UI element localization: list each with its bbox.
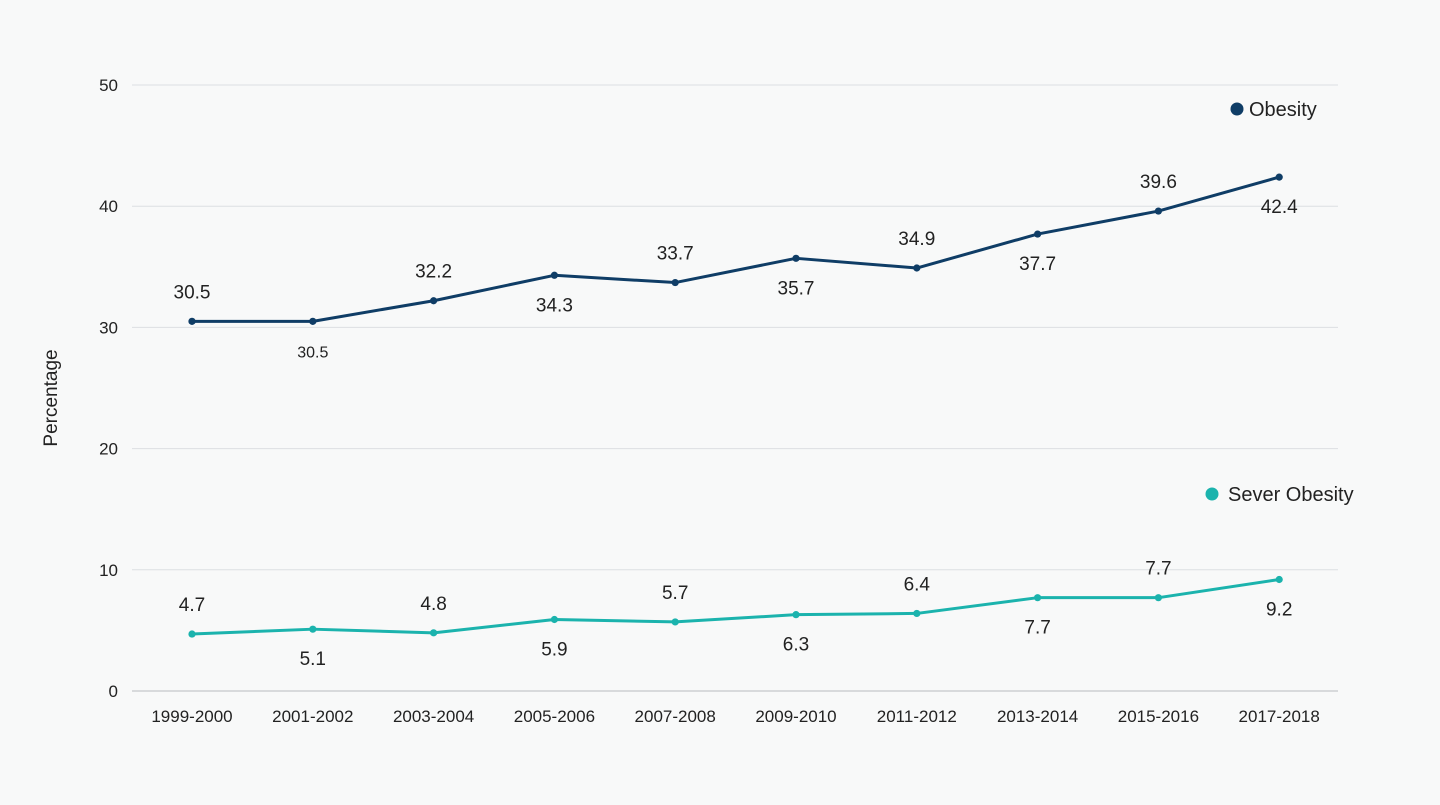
y-tick-label: 0 [109, 682, 118, 701]
y-tick-label: 50 [99, 76, 118, 95]
data-label: 32.2 [415, 262, 452, 283]
series-sever-obesity: 4.7 5.1 4.8 5.9 5.7 6.3 6.4 7.7 7.7 9.2 [179, 559, 1293, 671]
x-tick-label: 2003-2004 [393, 707, 474, 726]
data-label: 30.5 [297, 344, 328, 361]
x-tick-label: 2015-2016 [1118, 707, 1199, 726]
data-point [430, 629, 438, 637]
legend-marker [1230, 102, 1244, 116]
data-point [188, 317, 196, 325]
x-tick-label: 2001-2002 [272, 707, 353, 726]
data-point [309, 317, 317, 325]
legend-item: Sever Obesity [1205, 484, 1354, 506]
data-label: 7.7 [1145, 559, 1171, 580]
data-point [1154, 594, 1162, 602]
x-tick-label: 2005-2006 [514, 707, 595, 726]
data-label: 6.3 [783, 635, 809, 656]
data-label: 9.2 [1266, 599, 1292, 620]
series-line [190, 175, 1281, 323]
y-tick-label: 20 [99, 440, 118, 459]
data-label: 34.9 [898, 229, 935, 250]
data-point [792, 254, 800, 262]
data-label: 30.5 [174, 282, 211, 303]
data-point [792, 611, 800, 619]
series-layer: 30.5 30.5 32.2 34.3 33.7 35.7 34.9 37.7 39.6 42.4… [174, 172, 1299, 670]
x-axis-ticks: 1999-2000 2001-2002 2003-2004 2005-2006 2007… [151, 707, 1320, 726]
data-point [1275, 575, 1283, 584]
x-tick-label: 2007-2008 [635, 707, 716, 726]
data-label: 37.7 [1019, 254, 1056, 275]
data-point [550, 615, 559, 624]
data-point [430, 297, 438, 305]
legend: Obesity Sever Obesity [1205, 99, 1354, 506]
y-tick-label: 10 [99, 561, 118, 580]
data-point [309, 625, 317, 633]
legend-marker [1205, 487, 1219, 501]
data-point [550, 271, 559, 279]
data-label: 7.7 [1024, 618, 1050, 639]
data-label: 34.3 [536, 295, 573, 316]
y-axis-title: Percentage [41, 349, 62, 446]
y-tick-label: 30 [99, 318, 118, 337]
gridlines [132, 84, 1338, 692]
data-point [1034, 230, 1042, 238]
data-point [671, 618, 679, 626]
x-tick-label: 2017-2018 [1239, 707, 1320, 726]
legend-label: Obesity [1249, 99, 1317, 121]
data-label: 5.9 [541, 639, 567, 660]
data-label: 35.7 [778, 278, 815, 299]
data-label: 39.6 [1140, 172, 1177, 193]
data-point [913, 609, 921, 618]
data-label: 33.7 [657, 244, 694, 265]
y-axis-ticks: 0 10 20 30 40 50 [99, 76, 118, 701]
data-label: 42.4 [1261, 197, 1298, 218]
data-point [188, 630, 196, 638]
legend-label: Sever Obesity [1228, 484, 1354, 506]
x-tick-label: 2011-2012 [877, 707, 957, 726]
series-obesity: 30.5 30.5 32.2 34.3 33.7 35.7 34.9 37.7 39.6 42.4 [174, 172, 1299, 361]
x-tick-label: 2013-2014 [997, 707, 1078, 726]
x-tick-label: 2009-2010 [755, 707, 836, 726]
data-label: 5.7 [662, 583, 688, 604]
data-label: 5.1 [300, 649, 326, 670]
series-line [190, 577, 1281, 636]
x-tick-label: 1999-2000 [151, 707, 232, 726]
data-label: 4.7 [179, 595, 205, 616]
data-point [1275, 173, 1283, 181]
data-point [913, 264, 921, 272]
data-point [671, 278, 679, 287]
data-point [1034, 594, 1042, 602]
legend-item: Obesity [1230, 99, 1317, 121]
data-point [1154, 207, 1162, 215]
data-label: 4.8 [420, 594, 446, 615]
data-label: 6.4 [904, 574, 931, 595]
y-tick-label: 40 [99, 197, 118, 216]
